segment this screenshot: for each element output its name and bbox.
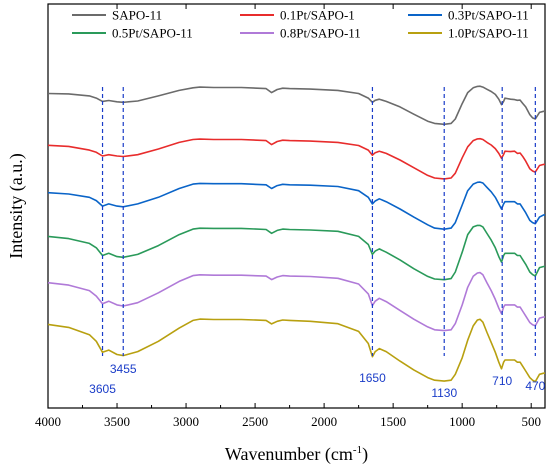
reference-label-3605: 3605 [89, 382, 116, 396]
legend-label-0: SAPO-11 [112, 8, 162, 23]
x-tick-label-2000: 2000 [311, 414, 337, 429]
series-line-3 [47, 224, 545, 281]
x-axis: 4000 3500 3000 2500 2000 1500 1000 500 [35, 4, 541, 429]
plot-area [47, 3, 546, 409]
series-line-0 [47, 85, 545, 126]
x-tick-label-4000: 4000 [35, 414, 61, 429]
plot-frame [47, 3, 546, 409]
x-tick-label-3500: 3500 [104, 414, 130, 429]
legend-label-1: 0.1Pt/SAPO-1 [280, 8, 355, 23]
legend-label-4: 0.8Pt/SAPO-11 [280, 26, 361, 41]
x-tick-label-2500: 2500 [242, 414, 268, 429]
reference-label-1650: 1650 [359, 371, 386, 385]
reference-label-710: 710 [492, 374, 512, 388]
x-tick-label-500: 500 [521, 414, 541, 429]
x-axis-title: Wavenumber (cm-1) [225, 444, 368, 465]
reference-lines: 3605 3455 1650 1130 710 470 [89, 87, 546, 400]
x-tick-label-1500: 1500 [380, 414, 406, 429]
series-line-2 [47, 181, 545, 230]
series-line-1 [47, 137, 545, 180]
series-line-4 [47, 271, 545, 332]
series-layer [47, 85, 545, 383]
x-axis-title-superscript: -1 [353, 444, 362, 456]
x-tick-label-3000: 3000 [173, 414, 199, 429]
reference-label-470: 470 [525, 379, 545, 393]
x-tick-label-1000: 1000 [449, 414, 475, 429]
reference-label-3455: 3455 [110, 362, 137, 376]
legend: SAPO-11 0.1Pt/SAPO-1 0.3Pt/SAPO-11 0.5Pt/SA… [72, 8, 529, 41]
y-axis-title: Intensity (a.u.) [6, 153, 27, 258]
legend-label-2: 0.3Pt/SAPO-11 [448, 8, 529, 23]
reference-label-1130: 1130 [431, 386, 457, 400]
legend-label-3: 0.5Pt/SAPO-11 [112, 26, 193, 41]
legend-label-5: 1.0Pt/SAPO-11 [448, 26, 529, 41]
series-line-5 [47, 318, 545, 383]
